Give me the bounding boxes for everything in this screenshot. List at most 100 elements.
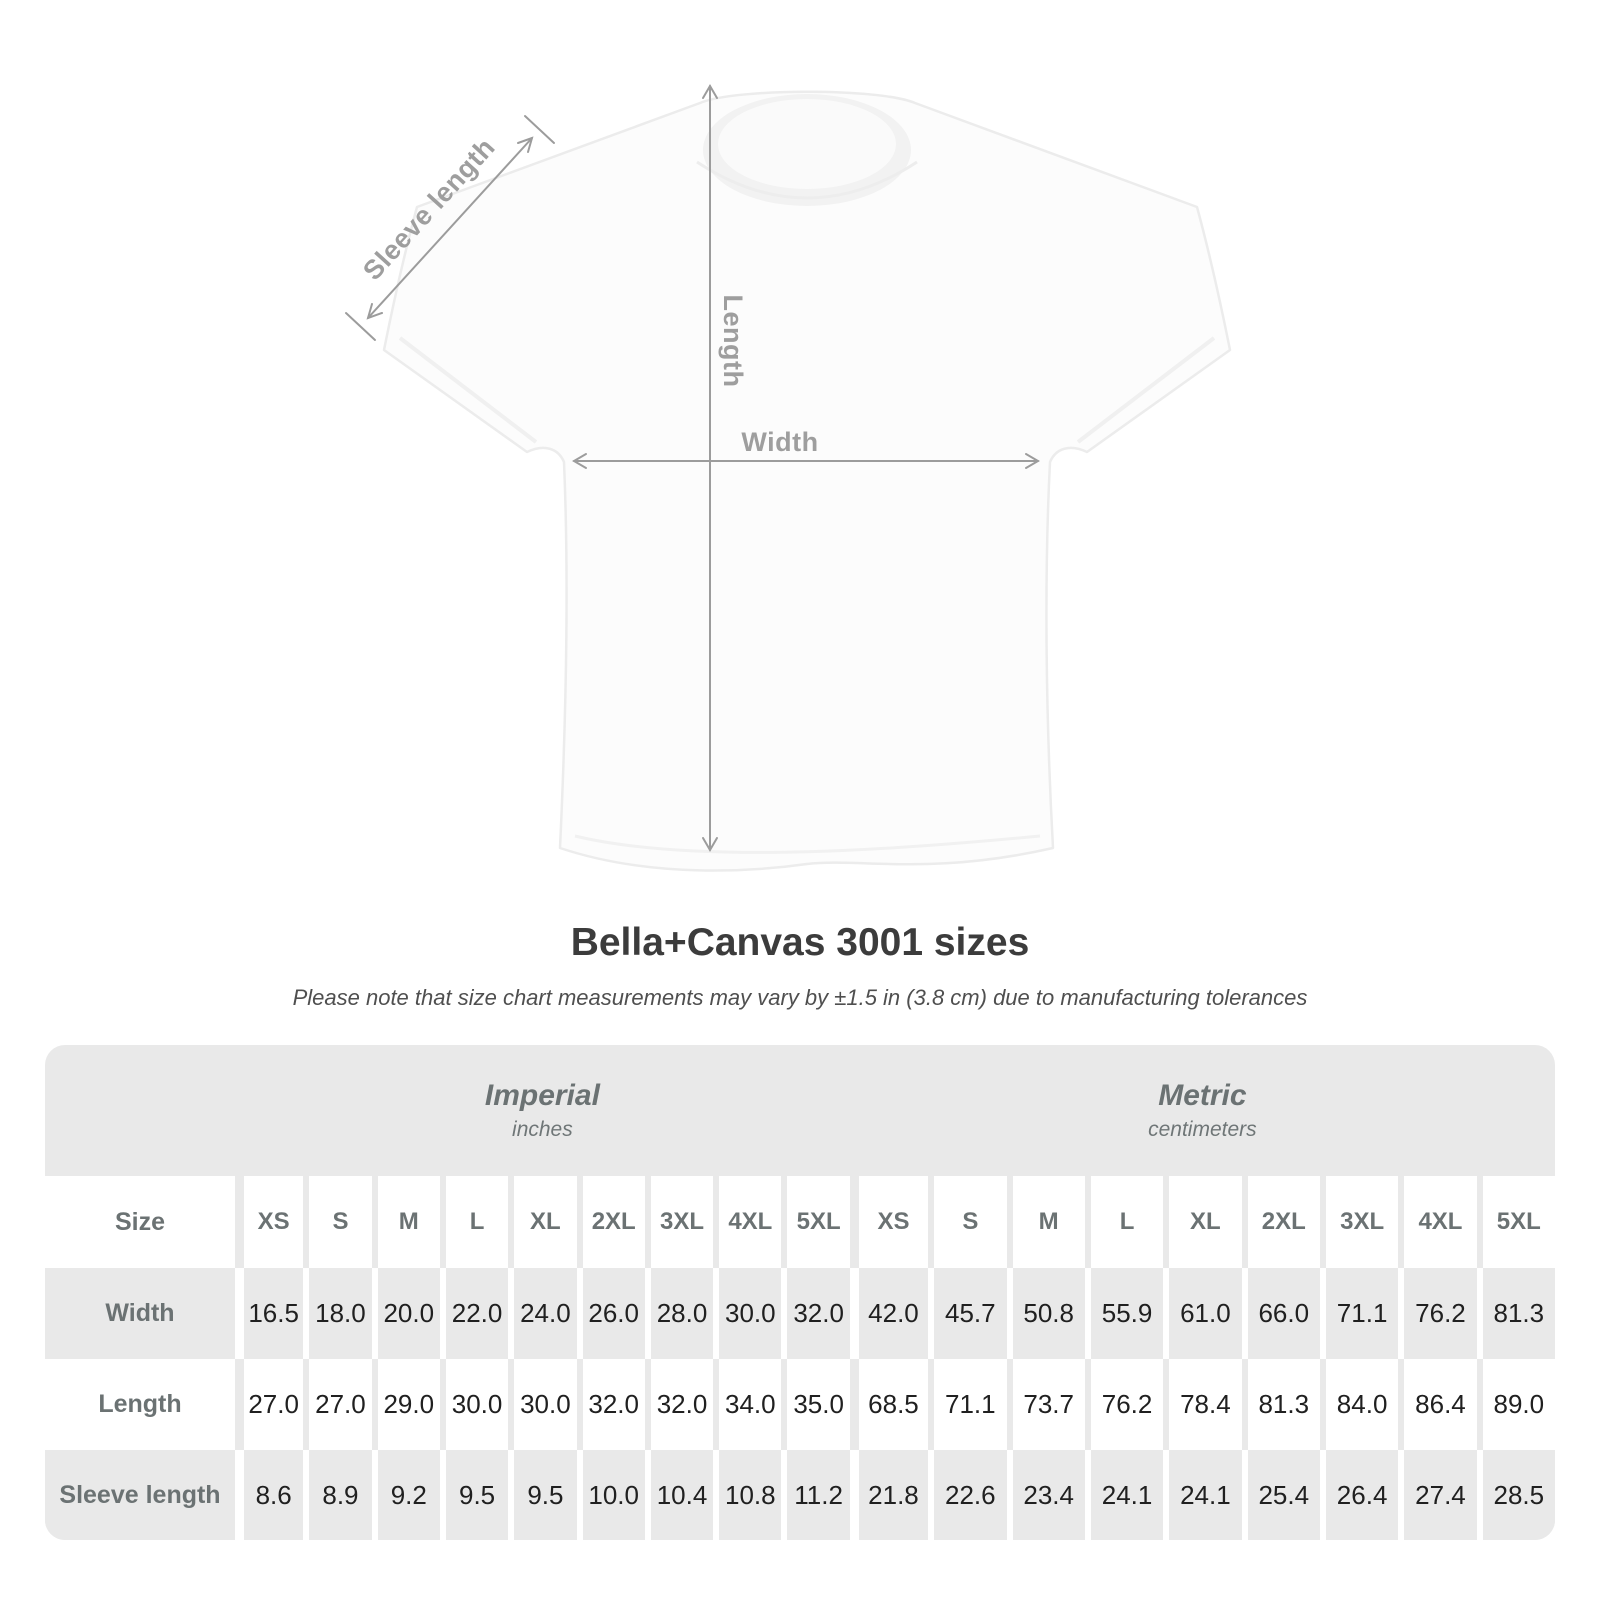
sleeve-imperial-5xl: 11.2 (781, 1450, 849, 1540)
width-metric-5xl: 81.3 (1476, 1268, 1555, 1359)
imperial-size-header-m: M (371, 1176, 440, 1268)
length-metric-4xl: 86.4 (1398, 1359, 1476, 1450)
sleeve-metric-3xl: 26.4 (1319, 1450, 1398, 1540)
metric-size-header-m: M (1006, 1176, 1085, 1268)
table-corner-cell (45, 1045, 235, 1176)
metric-size-header-3xl: 3XL (1319, 1176, 1398, 1268)
length-imperial-s: 27.0 (303, 1359, 371, 1450)
width-imperial-m: 20.0 (371, 1268, 440, 1359)
length-metric-3xl: 84.0 (1319, 1359, 1398, 1450)
metric-size-header-l: L (1084, 1176, 1163, 1268)
imperial-size-header-5xl: 5XL (781, 1176, 849, 1268)
width-metric-xs: 42.0 (849, 1268, 928, 1359)
length-imperial-4xl: 34.0 (713, 1359, 781, 1450)
bottom-hem-seam (574, 834, 1041, 854)
sleeve-metric-5xl: 28.5 (1476, 1450, 1555, 1540)
width-imperial-5xl: 32.0 (781, 1268, 849, 1359)
length-imperial-xl: 30.0 (508, 1359, 576, 1450)
imperial-size-header-s: S (303, 1176, 371, 1268)
length-arrow (702, 84, 718, 852)
metric-size-header-xl: XL (1163, 1176, 1241, 1268)
length-metric-xl: 78.4 (1163, 1359, 1241, 1450)
sleeve-imperial-xl: 9.5 (508, 1450, 576, 1540)
sleeve-length-arrow (345, 115, 555, 341)
length-label: Length (718, 295, 748, 388)
sleeve-metric-m: 23.4 (1006, 1450, 1085, 1540)
sleeve-metric-l: 24.1 (1084, 1450, 1163, 1540)
sleeve-imperial-m: 9.2 (371, 1450, 440, 1540)
width-arrow (572, 453, 1040, 469)
size-header-row: Size XS S M L XL 2XL 3XL 4XL 5XL XS S M … (45, 1176, 1555, 1268)
unit-header-row: Imperial inches Metric centimeters (45, 1045, 1555, 1176)
length-imperial-5xl: 35.0 (781, 1359, 849, 1450)
width-metric-xl: 61.0 (1163, 1268, 1241, 1359)
sleeve-metric-s: 22.6 (928, 1450, 1006, 1540)
tshirt-illustration (382, 90, 1232, 872)
metric-unit-label: centimeters (1148, 1118, 1257, 1141)
length-metric-s: 71.1 (928, 1359, 1006, 1450)
imperial-size-header-xs: XS (235, 1176, 303, 1268)
length-imperial-3xl: 32.0 (644, 1359, 713, 1450)
row-label-sleeve-length: Sleeve length (59, 1480, 221, 1509)
width-metric-2xl: 66.0 (1241, 1268, 1320, 1359)
collar-inner (718, 99, 896, 189)
size-table: Imperial inches Metric centimeters Size … (45, 1045, 1555, 1540)
imperial-size-header-4xl: 4XL (713, 1176, 781, 1268)
unit-group-metric: Metric centimeters (850, 1045, 1555, 1176)
width-imperial-xl: 24.0 (508, 1268, 576, 1359)
sleeve-imperial-3xl: 10.4 (644, 1450, 713, 1540)
unit-group-imperial: Imperial inches (235, 1045, 850, 1176)
metric-size-header-4xl: 4XL (1398, 1176, 1476, 1268)
sleeve-imperial-s: 8.9 (303, 1450, 371, 1540)
page-title: Bella+Canvas 3001 sizes (570, 921, 1030, 964)
length-row: Length 27.0 27.0 29.0 30.0 30.0 32.0 32.… (45, 1359, 1555, 1450)
length-imperial-2xl: 32.0 (576, 1359, 645, 1450)
sleeve-imperial-2xl: 10.0 (576, 1450, 645, 1540)
width-metric-s: 45.7 (928, 1268, 1006, 1359)
width-imperial-2xl: 26.0 (576, 1268, 645, 1359)
imperial-size-header-xl: XL (508, 1176, 576, 1268)
sleeve-metric-2xl: 25.4 (1241, 1450, 1320, 1540)
row-label-length: Length (98, 1390, 182, 1418)
sleeve-metric-4xl: 27.4 (1398, 1450, 1476, 1540)
imperial-unit-label: inches (512, 1118, 573, 1141)
sleeve-length-row: Sleeve length 8.6 8.9 9.2 9.5 9.5 10.0 1… (45, 1450, 1555, 1540)
sleeve-metric-xl: 24.1 (1163, 1450, 1241, 1540)
tshirt-body (382, 90, 1232, 872)
tshirt-measurement-diagram: Sleeve length Length Width (345, 84, 1232, 872)
width-label: Width (741, 427, 818, 457)
collar-seam (696, 160, 918, 200)
width-metric-m: 50.8 (1006, 1268, 1085, 1359)
length-imperial-m: 29.0 (371, 1359, 440, 1450)
sleeve-imperial-l: 9.5 (439, 1450, 508, 1540)
metric-label: Metric (1158, 1079, 1247, 1112)
length-metric-m: 73.7 (1006, 1359, 1085, 1450)
metric-size-header-xs: XS (849, 1176, 928, 1268)
page-subtitle: Please note that size chart measurements… (292, 985, 1308, 1010)
width-imperial-s: 18.0 (303, 1268, 371, 1359)
width-metric-3xl: 71.1 (1319, 1268, 1398, 1359)
width-imperial-l: 22.0 (439, 1268, 508, 1359)
imperial-label: Imperial (484, 1079, 600, 1112)
length-metric-xs: 68.5 (849, 1359, 928, 1450)
metric-size-header-s: S (928, 1176, 1006, 1268)
imperial-size-header-3xl: 3XL (644, 1176, 713, 1268)
width-metric-l: 55.9 (1084, 1268, 1163, 1359)
row-label-width: Width (105, 1299, 175, 1327)
right-sleeve-hem-seam (1076, 336, 1216, 444)
imperial-size-header-l: L (439, 1176, 508, 1268)
width-imperial-4xl: 30.0 (713, 1268, 781, 1359)
metric-size-header-5xl: 5XL (1476, 1176, 1555, 1268)
width-row: Width 16.5 18.0 20.0 22.0 24.0 26.0 28.0… (45, 1268, 1555, 1359)
length-imperial-l: 30.0 (439, 1359, 508, 1450)
left-sleeve-hem-seam (398, 336, 538, 444)
metric-size-header-2xl: 2XL (1241, 1176, 1320, 1268)
imperial-size-header-2xl: 2XL (576, 1176, 645, 1268)
sleeve-imperial-4xl: 10.8 (713, 1450, 781, 1540)
size-column-header: Size (114, 1207, 166, 1236)
length-metric-l: 76.2 (1084, 1359, 1163, 1450)
sleeve-imperial-xs: 8.6 (235, 1450, 303, 1540)
length-imperial-xs: 27.0 (235, 1359, 303, 1450)
width-metric-4xl: 76.2 (1398, 1268, 1476, 1359)
width-imperial-3xl: 28.0 (644, 1268, 713, 1359)
